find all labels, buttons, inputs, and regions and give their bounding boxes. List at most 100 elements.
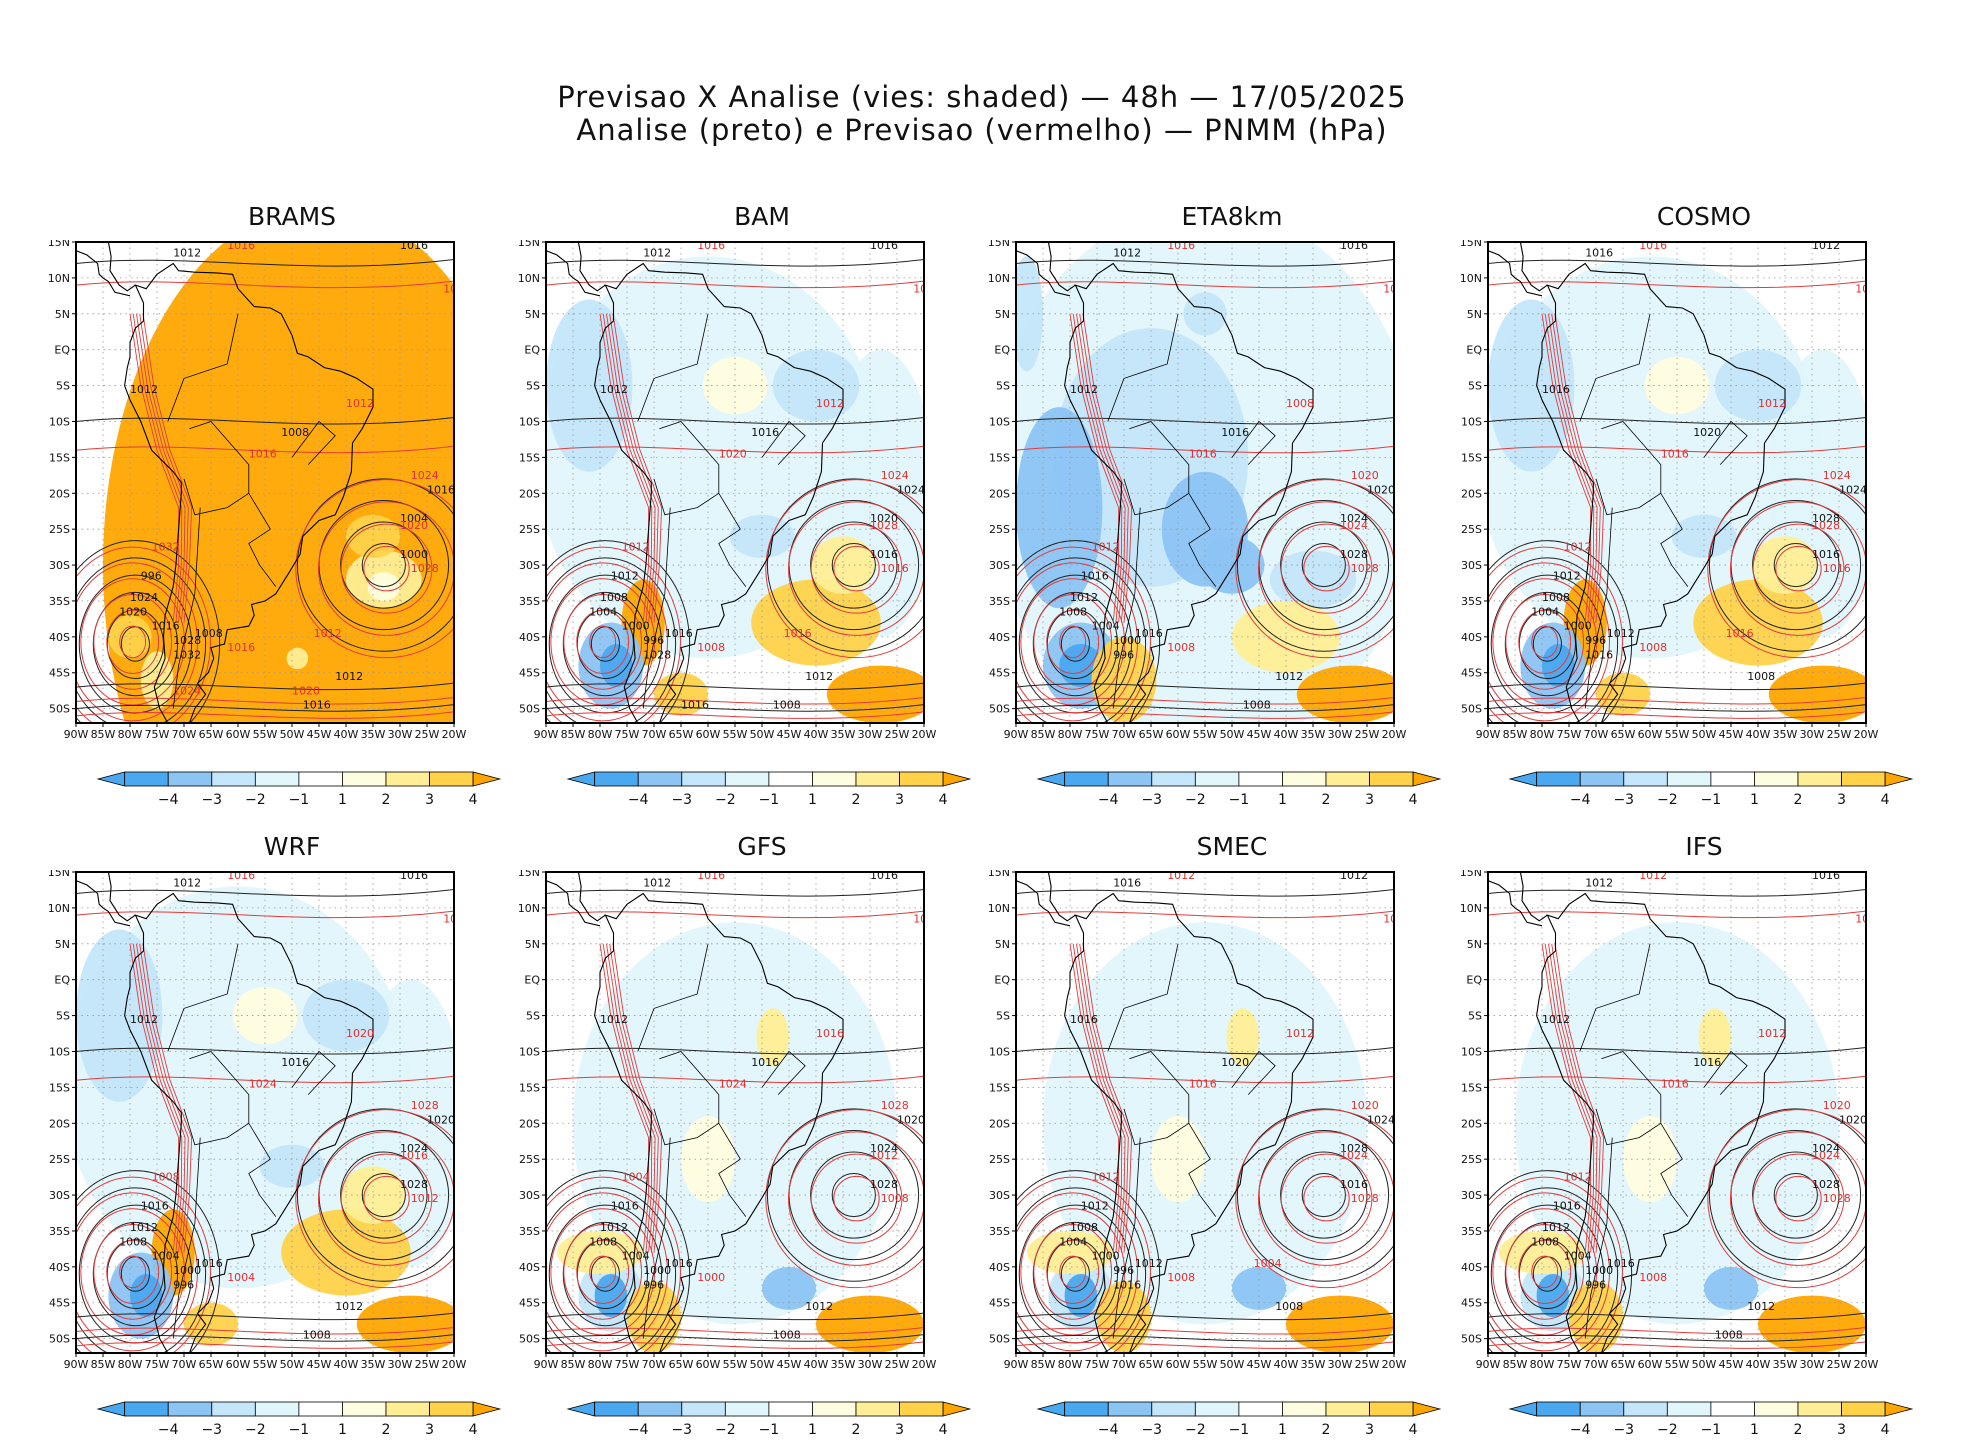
bias-shade <box>826 665 924 723</box>
svg-text:20W: 20W <box>1382 728 1407 741</box>
map-panel-wrf: 1012101610121016102010241028101610121008… <box>48 870 467 1371</box>
svg-text:25W: 25W <box>1827 1358 1852 1371</box>
svg-text:1020: 1020 <box>1367 483 1395 496</box>
svg-text:1024: 1024 <box>719 1077 747 1090</box>
svg-text:−2: −2 <box>245 1422 266 1438</box>
svg-text:1012: 1012 <box>130 1013 158 1026</box>
svg-text:2: 2 <box>1322 1422 1331 1438</box>
svg-text:60W: 60W <box>226 728 251 741</box>
svg-text:60W: 60W <box>1638 1358 1663 1371</box>
colorbar-ifs: −4 −3 −2 −1 1 2 3 4 <box>1508 1401 1914 1438</box>
svg-text:1: 1 <box>1750 792 1759 808</box>
svg-text:−4: −4 <box>1098 792 1119 808</box>
svg-text:25W: 25W <box>415 728 440 741</box>
svg-text:70W: 70W <box>1112 728 1137 741</box>
svg-text:15N: 15N <box>48 240 70 249</box>
svg-text:80W: 80W <box>118 1358 143 1371</box>
svg-text:1012: 1012 <box>870 1149 898 1162</box>
svg-text:996: 996 <box>173 1278 194 1291</box>
svg-text:10S: 10S <box>49 1045 70 1058</box>
svg-text:15N: 15N <box>988 240 1010 249</box>
svg-text:85W: 85W <box>1031 1358 1056 1371</box>
bias-shade <box>729 514 795 558</box>
svg-text:35S: 35S <box>989 595 1010 608</box>
svg-text:1000: 1000 <box>173 1264 201 1277</box>
bias-shade <box>1536 1274 1569 1318</box>
svg-text:1024: 1024 <box>1812 1142 1840 1155</box>
svg-text:25S: 25S <box>49 523 70 536</box>
svg-text:45W: 45W <box>1719 1358 1744 1371</box>
svg-text:45S: 45S <box>519 1297 540 1310</box>
svg-text:1028: 1028 <box>1351 1192 1379 1205</box>
bias-shade <box>1016 256 1043 372</box>
svg-text:1016: 1016 <box>751 426 779 439</box>
svg-text:996: 996 <box>141 569 162 582</box>
svg-text:40W: 40W <box>1746 1358 1771 1371</box>
svg-text:50W: 50W <box>1692 1358 1717 1371</box>
svg-text:55W: 55W <box>1193 1358 1218 1371</box>
svg-text:85W: 85W <box>1503 728 1528 741</box>
svg-text:1020: 1020 <box>400 519 428 532</box>
svg-text:30S: 30S <box>49 1189 70 1202</box>
svg-text:15N: 15N <box>988 870 1010 879</box>
bias-shade <box>356 1295 454 1353</box>
svg-text:1024: 1024 <box>130 591 158 604</box>
svg-text:1024: 1024 <box>1340 1149 1368 1162</box>
svg-text:1016: 1016 <box>881 562 909 575</box>
svg-text:35W: 35W <box>1301 728 1326 741</box>
svg-text:45S: 45S <box>519 667 540 680</box>
map-panel-smec: 1016101210161020102410281016101210081004… <box>988 870 1407 1371</box>
svg-text:15N: 15N <box>48 870 70 879</box>
svg-text:1012: 1012 <box>1275 670 1303 683</box>
bias-shade <box>756 1008 789 1066</box>
svg-text:5S: 5S <box>526 380 540 393</box>
svg-text:25W: 25W <box>885 1358 910 1371</box>
svg-text:10S: 10S <box>49 415 70 428</box>
svg-text:50W: 50W <box>750 728 775 741</box>
svg-text:−3: −3 <box>1141 792 1162 808</box>
map-panel-brams: 1012101610121008101610041000996102410201… <box>48 240 467 741</box>
svg-text:50S: 50S <box>519 1333 540 1346</box>
svg-text:5N: 5N <box>525 308 540 321</box>
svg-text:1004: 1004 <box>1059 1235 1087 1248</box>
svg-text:60W: 60W <box>226 1358 251 1371</box>
svg-text:1016: 1016 <box>870 548 898 561</box>
svg-text:75W: 75W <box>1557 728 1582 741</box>
svg-text:1008: 1008 <box>1542 591 1570 604</box>
svg-text:70W: 70W <box>172 1358 197 1371</box>
colorbar-gfs: −4 −3 −2 −1 1 2 3 4 <box>566 1401 972 1438</box>
svg-text:65W: 65W <box>199 728 224 741</box>
svg-text:55W: 55W <box>723 1358 748 1371</box>
svg-text:1012: 1012 <box>173 246 201 259</box>
svg-text:1020: 1020 <box>1351 469 1379 482</box>
svg-text:20W: 20W <box>912 728 937 741</box>
svg-text:1016: 1016 <box>1812 548 1840 561</box>
svg-text:45S: 45S <box>989 667 1010 680</box>
svg-text:−3: −3 <box>671 1422 692 1438</box>
svg-text:996: 996 <box>643 1278 664 1291</box>
svg-text:EQ: EQ <box>524 974 540 987</box>
svg-text:1008: 1008 <box>773 1329 801 1342</box>
svg-text:−2: −2 <box>1657 1422 1678 1438</box>
bias-shade <box>1542 644 1575 688</box>
svg-text:−1: −1 <box>1701 792 1722 808</box>
svg-text:2: 2 <box>1794 1422 1803 1438</box>
svg-text:90W: 90W <box>64 728 89 741</box>
svg-text:996: 996 <box>1113 648 1134 661</box>
svg-text:75W: 75W <box>615 1358 640 1371</box>
svg-text:30S: 30S <box>1461 559 1482 572</box>
svg-text:1012: 1012 <box>1286 1027 1314 1040</box>
svg-text:80W: 80W <box>1058 728 1083 741</box>
svg-text:40W: 40W <box>1274 728 1299 741</box>
svg-text:15S: 15S <box>519 451 540 464</box>
svg-text:1028: 1028 <box>1812 512 1840 525</box>
svg-text:1016: 1016 <box>784 627 812 640</box>
svg-text:1032: 1032 <box>152 541 180 554</box>
svg-text:45W: 45W <box>307 1358 332 1371</box>
svg-text:1024: 1024 <box>1340 519 1368 532</box>
svg-text:20S: 20S <box>1461 1117 1482 1130</box>
bias-shade <box>286 647 309 670</box>
colorbar-wrf: −4 −3 −2 −1 1 2 3 4 <box>96 1401 502 1438</box>
svg-text:EQ: EQ <box>54 974 70 987</box>
